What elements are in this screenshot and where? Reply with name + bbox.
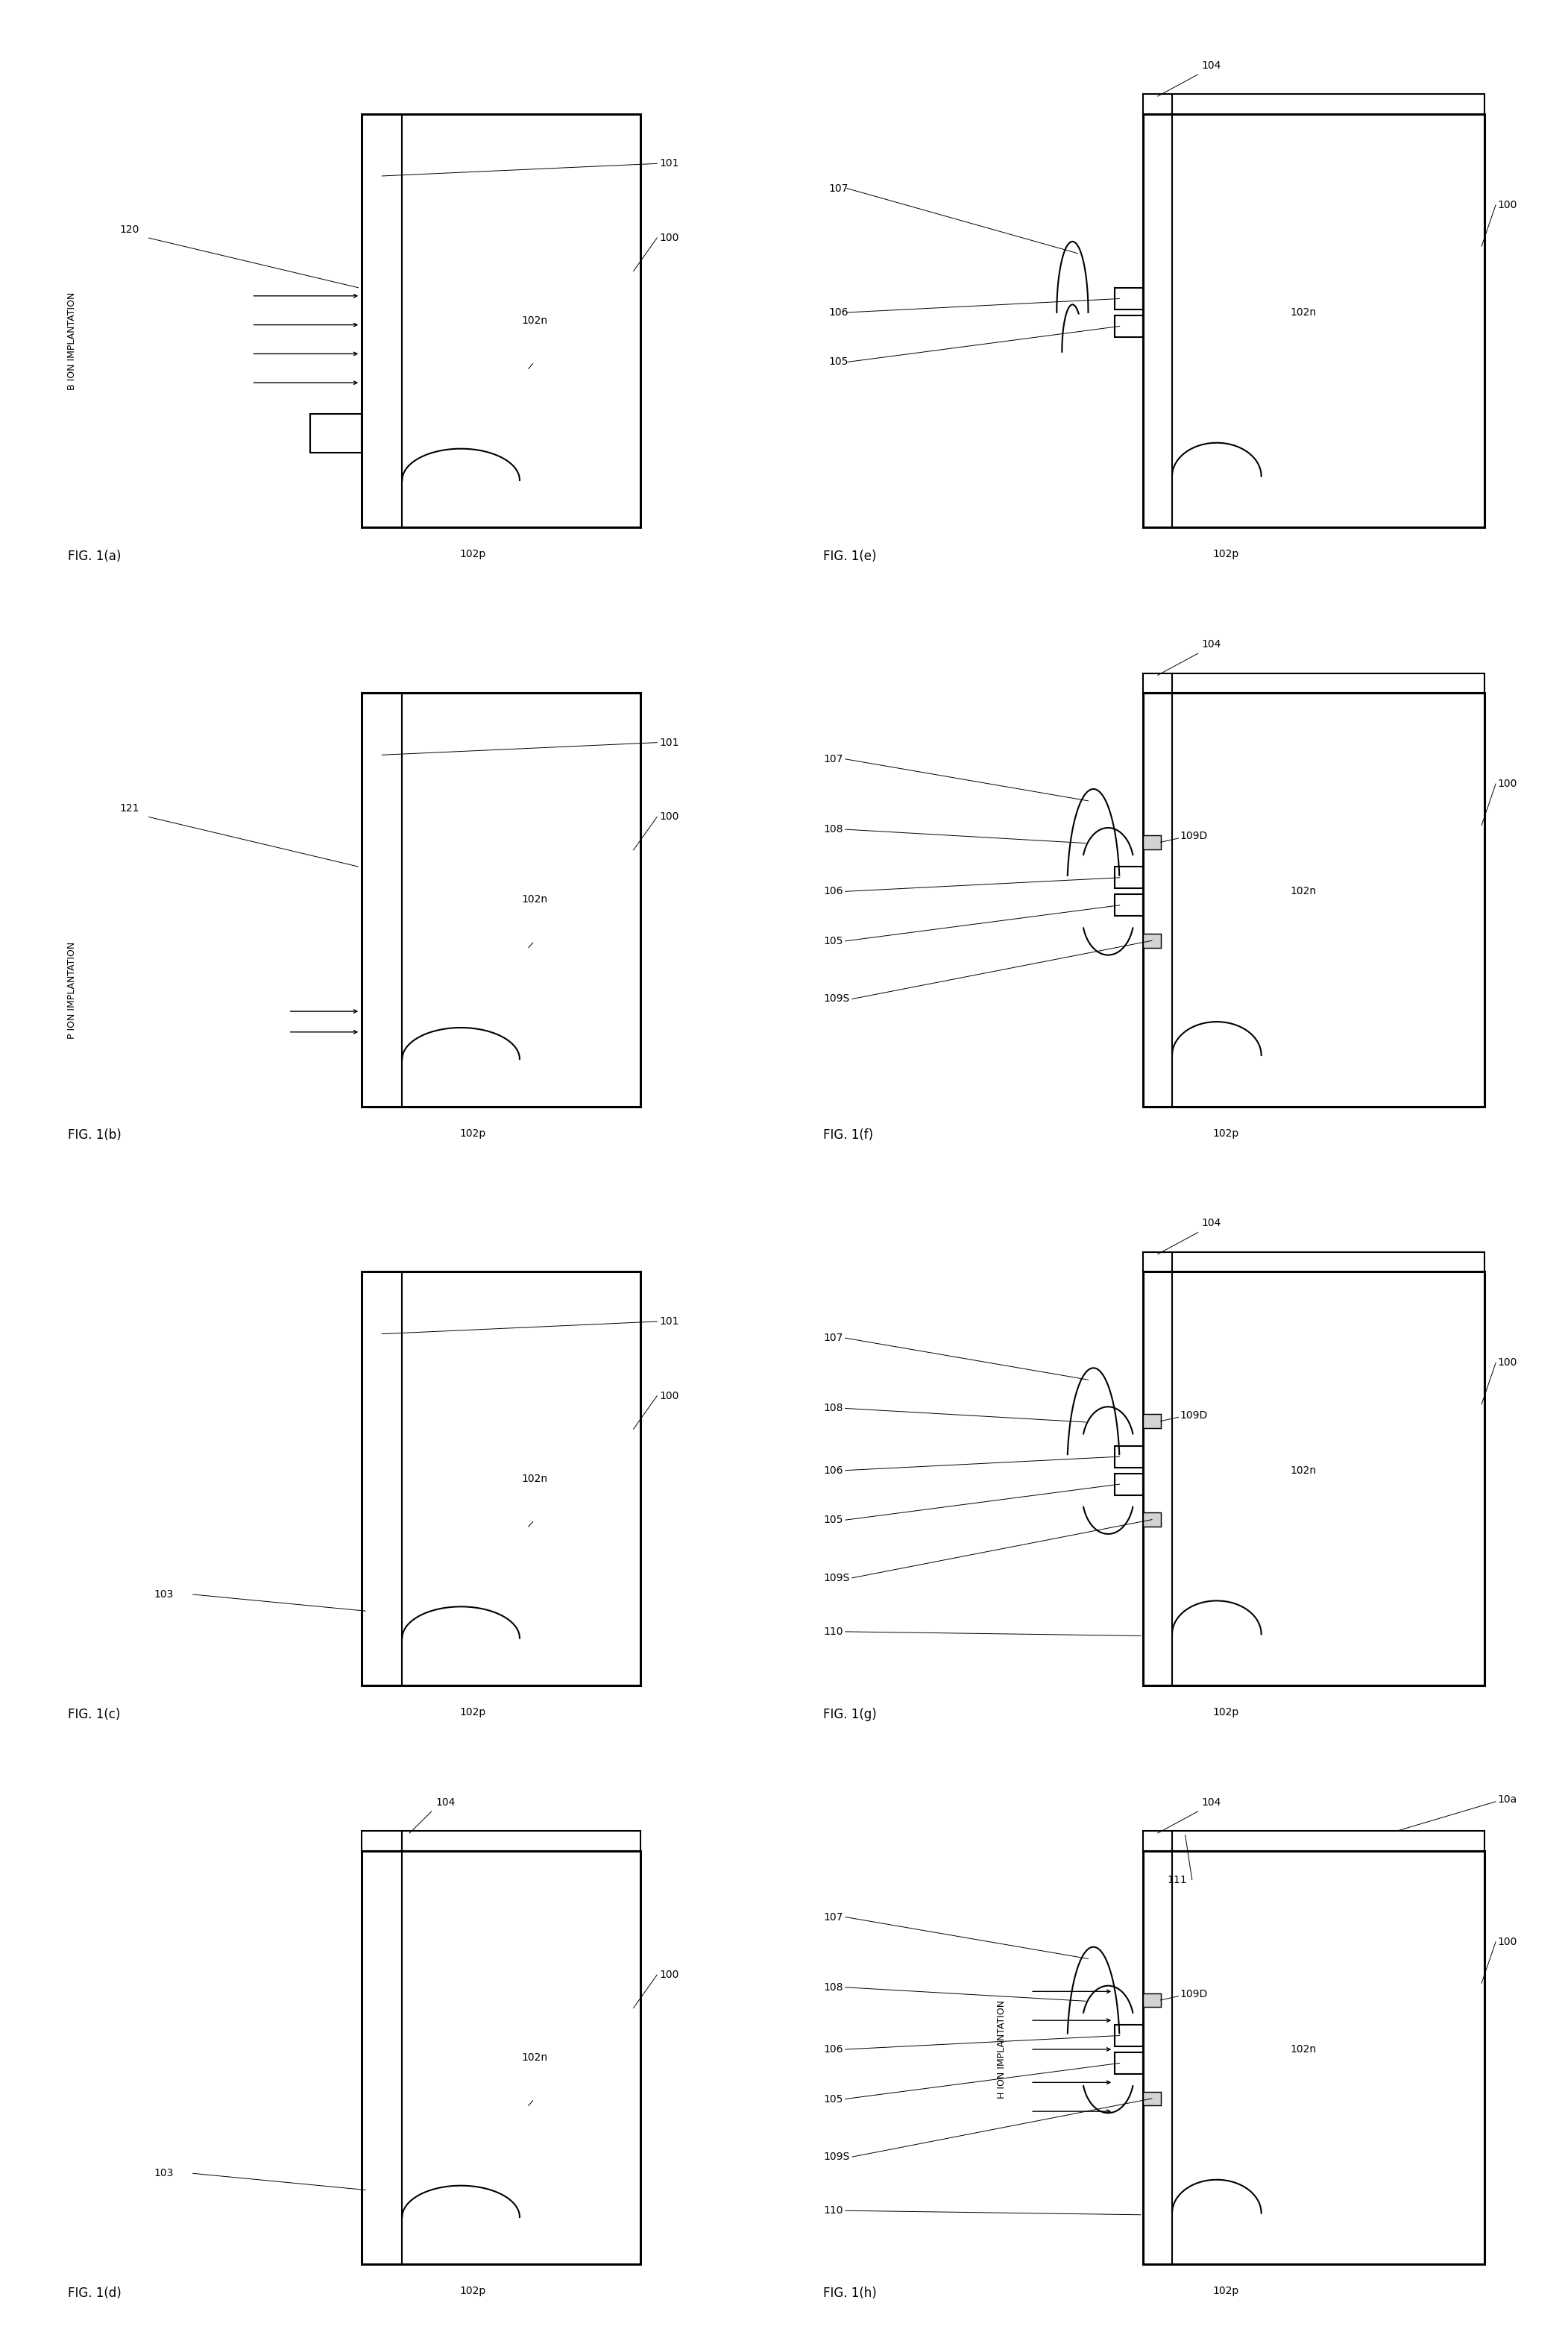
- Text: P ION IMPLANTATION: P ION IMPLANTATION: [67, 941, 77, 1039]
- Text: 100: 100: [1497, 201, 1516, 210]
- Text: 108: 108: [823, 1982, 844, 1992]
- Text: 108: 108: [823, 1403, 844, 1413]
- Text: 120: 120: [119, 224, 140, 236]
- Text: 109S: 109S: [823, 995, 850, 1004]
- Text: 102n: 102n: [1290, 1464, 1317, 1476]
- Text: 102p: 102p: [1212, 2286, 1239, 2298]
- Text: 105: 105: [828, 357, 848, 367]
- Text: 107: 107: [828, 182, 848, 194]
- Text: 121: 121: [119, 803, 140, 815]
- Text: 111: 111: [1167, 1875, 1187, 1884]
- Text: FIG. 1(b): FIG. 1(b): [67, 1128, 122, 1142]
- Bar: [1143, 934, 1160, 948]
- Text: 109D: 109D: [1181, 1989, 1207, 1999]
- Text: 105: 105: [823, 936, 844, 946]
- Bar: [1115, 315, 1143, 336]
- Text: FIG. 1(a): FIG. 1(a): [67, 549, 121, 563]
- Text: 102n: 102n: [521, 315, 547, 327]
- Text: 101: 101: [659, 738, 679, 747]
- Bar: [1115, 1445, 1143, 1466]
- Text: 104: 104: [1201, 1798, 1221, 1807]
- Text: 104: 104: [1201, 61, 1221, 70]
- Text: 10a: 10a: [1497, 1793, 1516, 1805]
- Text: 100: 100: [1497, 1357, 1516, 1368]
- Text: 109S: 109S: [823, 1574, 850, 1583]
- Text: 107: 107: [823, 754, 844, 764]
- Text: 102n: 102n: [1290, 308, 1317, 318]
- Text: 103: 103: [154, 2169, 174, 2179]
- Text: 100: 100: [659, 1392, 679, 1401]
- Text: 106: 106: [823, 887, 844, 897]
- Bar: [1143, 836, 1160, 850]
- Text: FIG. 1(c): FIG. 1(c): [67, 1707, 121, 1721]
- Bar: [1115, 2052, 1143, 2073]
- Text: FIG. 1(f): FIG. 1(f): [823, 1128, 873, 1142]
- Text: 101: 101: [659, 1317, 679, 1326]
- Text: 102p: 102p: [1212, 1707, 1239, 1719]
- Text: 110: 110: [823, 1627, 844, 1637]
- Text: H ION IMPLANTATION: H ION IMPLANTATION: [997, 2001, 1007, 2099]
- Text: 108: 108: [823, 824, 844, 834]
- Text: 109S: 109S: [823, 2151, 850, 2162]
- Text: 100: 100: [1497, 1936, 1516, 1947]
- Bar: [310, 413, 362, 453]
- Text: FIG. 1(d): FIG. 1(d): [67, 2286, 122, 2300]
- Text: 106: 106: [828, 308, 848, 318]
- Text: 106: 106: [823, 2043, 844, 2055]
- Bar: [1115, 894, 1143, 915]
- Bar: [1143, 1831, 1485, 1852]
- Text: 102p: 102p: [459, 1707, 486, 1719]
- Bar: [1115, 1473, 1143, 1494]
- Text: 109D: 109D: [1181, 1410, 1207, 1420]
- Text: 104: 104: [436, 1798, 455, 1807]
- Bar: [1115, 287, 1143, 311]
- Text: FIG. 1(g): FIG. 1(g): [823, 1707, 877, 1721]
- Text: 107: 107: [823, 1912, 844, 1922]
- Text: 102n: 102n: [521, 1473, 547, 1483]
- Text: FIG. 1(e): FIG. 1(e): [823, 549, 877, 563]
- Text: 100: 100: [659, 1971, 679, 1980]
- Bar: [1143, 672, 1485, 693]
- Text: 102p: 102p: [1212, 1128, 1239, 1139]
- Text: 100: 100: [1497, 778, 1516, 789]
- Bar: [1115, 2024, 1143, 2045]
- Text: 102p: 102p: [1212, 549, 1239, 560]
- Bar: [1143, 1994, 1160, 2008]
- Bar: [1143, 2092, 1160, 2106]
- Text: 105: 105: [823, 1515, 844, 1525]
- Text: 102p: 102p: [459, 1128, 486, 1139]
- Text: 105: 105: [823, 2094, 844, 2104]
- Text: 109D: 109D: [1181, 831, 1207, 841]
- Bar: [362, 1831, 641, 1852]
- Text: 107: 107: [823, 1333, 844, 1343]
- Text: 102p: 102p: [459, 2286, 486, 2298]
- Text: 104: 104: [1201, 640, 1221, 649]
- Text: 100: 100: [659, 813, 679, 822]
- Text: 103: 103: [154, 1590, 174, 1599]
- Text: 102n: 102n: [521, 894, 547, 906]
- Text: 110: 110: [823, 2204, 844, 2216]
- Text: 101: 101: [659, 159, 679, 168]
- Text: 100: 100: [659, 234, 679, 243]
- Bar: [1143, 1513, 1160, 1527]
- Bar: [1143, 1415, 1160, 1429]
- Bar: [1143, 1252, 1485, 1273]
- Bar: [1115, 866, 1143, 887]
- Bar: [1143, 93, 1485, 114]
- Text: B ION IMPLANTATION: B ION IMPLANTATION: [67, 292, 77, 390]
- Text: FIG. 1(h): FIG. 1(h): [823, 2286, 877, 2300]
- Text: 102n: 102n: [1290, 2043, 1317, 2055]
- Text: 102n: 102n: [521, 2052, 547, 2062]
- Text: 102n: 102n: [1290, 887, 1317, 897]
- Text: 102p: 102p: [459, 549, 486, 560]
- Text: 106: 106: [823, 1464, 844, 1476]
- Text: 104: 104: [1201, 1219, 1221, 1228]
